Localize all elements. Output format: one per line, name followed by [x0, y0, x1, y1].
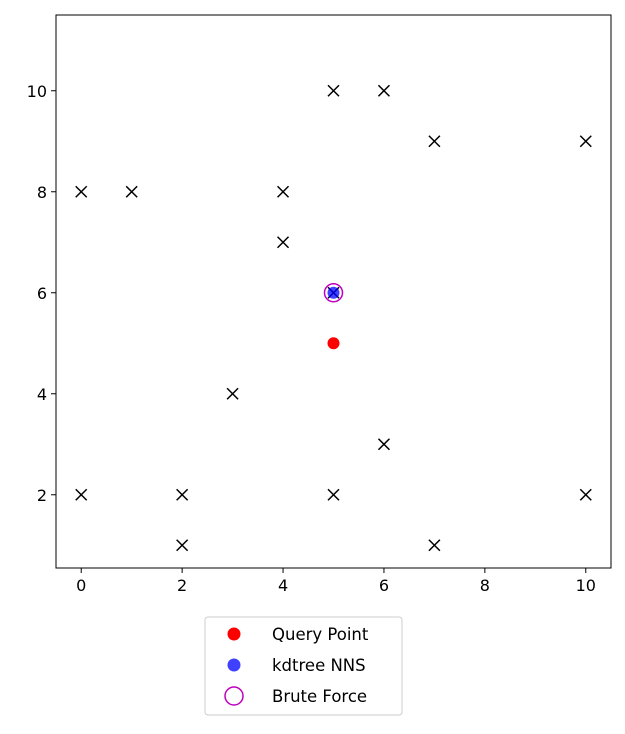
data-point-stroke-b: [428, 135, 441, 148]
data-point: [377, 84, 390, 97]
data-point: [377, 438, 390, 451]
x-tick-label: 6: [379, 576, 389, 595]
legend-label: Query Point: [272, 625, 369, 644]
y-tick-label: 10: [27, 82, 47, 101]
data-point-stroke-b: [277, 185, 290, 198]
data-point-stroke-b: [176, 539, 189, 552]
data-point-stroke-b: [75, 185, 88, 198]
data-point-stroke-b: [125, 185, 138, 198]
data-point-stroke-b: [327, 488, 340, 501]
x-tick-label: 2: [177, 576, 187, 595]
data-point-stroke-b: [75, 488, 88, 501]
data-point: [125, 185, 138, 198]
plot-layer: 0 2 4 6 8 10 2 4 6 8 10: [27, 14, 612, 595]
y-tick-label: 8: [37, 183, 47, 202]
data-point: [176, 539, 189, 552]
data-point: [75, 185, 88, 198]
brute-force-marker: [323, 283, 344, 303]
data-point-stroke-b: [226, 387, 239, 400]
data-point: [327, 84, 340, 97]
data-point: [226, 387, 239, 400]
data-point: [428, 539, 441, 552]
data-point-stroke-b: [277, 236, 290, 249]
x-tick-label: 10: [576, 576, 596, 595]
y-tick-label: 4: [37, 385, 47, 404]
data-point: [327, 488, 340, 501]
data-point-stroke-b: [579, 488, 592, 501]
data-point-stroke-b: [377, 438, 390, 451]
data-point-stroke-b: [176, 488, 189, 501]
legend: Query Point kdtree NNS Brute Force: [204, 616, 403, 716]
legend-box: [204, 616, 403, 716]
data-point-stroke-b: [579, 135, 592, 148]
data-point: [428, 135, 441, 148]
data-point-stroke-b: [428, 539, 441, 552]
x-tick-label: 0: [76, 576, 86, 595]
plot-frame: [55, 14, 612, 569]
legend-marker-query-point: [227, 627, 241, 641]
x-tick-label: 4: [278, 576, 288, 595]
data-point: [277, 185, 290, 198]
legend-label: Brute Force: [272, 687, 367, 706]
x-tick-label: 8: [480, 576, 490, 595]
kdtree-nns-marker: [327, 286, 340, 299]
data-point-stroke-b: [377, 84, 390, 97]
y-tick-label: 6: [37, 284, 47, 303]
data-point: [579, 488, 592, 501]
legend-label: kdtree NNS: [272, 656, 366, 675]
data-point-stroke-b: [327, 84, 340, 97]
data-point: [176, 488, 189, 501]
legend-marker-brute-force: [224, 686, 244, 706]
y-tick-label: 2: [37, 486, 47, 505]
data-point: [579, 135, 592, 148]
data-point: [277, 236, 290, 249]
legend-marker-kdtree-nns: [227, 658, 241, 672]
query-point-marker: [327, 337, 340, 350]
data-point: [75, 488, 88, 501]
